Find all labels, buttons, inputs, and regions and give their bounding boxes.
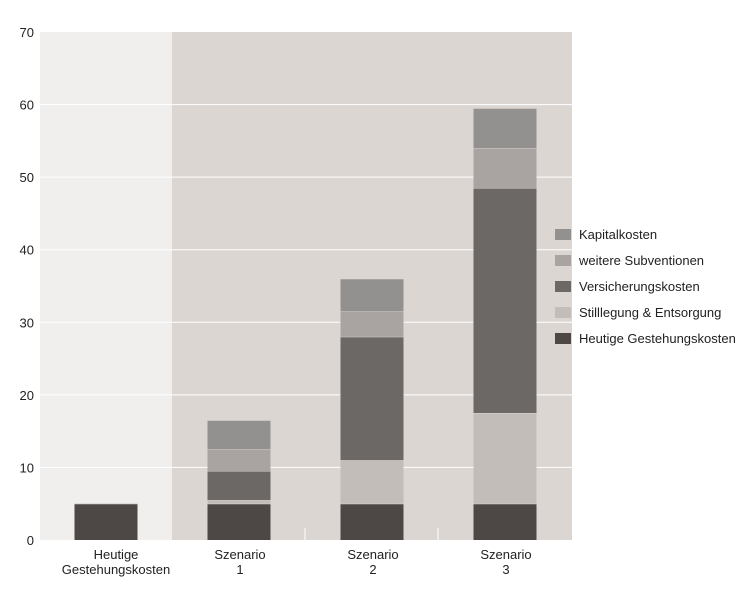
bar-segment <box>74 503 138 540</box>
legend-swatch <box>555 307 571 318</box>
legend-label: Heutige Gestehungskosten <box>579 331 736 346</box>
legend-swatch <box>555 333 571 344</box>
plot-background-left <box>40 32 172 540</box>
legend-label: Kapitalkosten <box>579 227 657 242</box>
bar-segment <box>340 503 404 540</box>
x-category-label: Heutige <box>94 547 139 562</box>
legend-label: weitere Subventionen <box>578 253 704 268</box>
bar-segment <box>473 188 537 413</box>
legend-swatch <box>555 281 571 292</box>
y-tick-label: 60 <box>20 98 34 113</box>
legend-swatch <box>555 229 571 240</box>
legend-label: Stilllegung & Entsorgung <box>579 305 721 320</box>
x-category-label: 1 <box>236 562 243 577</box>
bar-segment <box>207 500 271 504</box>
y-tick-label: 50 <box>20 170 34 185</box>
bar-segment <box>207 420 271 450</box>
bar-segment <box>340 460 404 504</box>
bar-segment <box>340 278 404 312</box>
bar-segment <box>207 449 271 472</box>
legend-swatch <box>555 255 571 266</box>
x-category-label: Szenario <box>347 547 398 562</box>
bar-segment <box>473 148 537 189</box>
bar-segment <box>473 503 537 540</box>
y-tick-label: 30 <box>20 315 34 330</box>
bar-segment <box>473 108 537 149</box>
x-category-label: Szenario <box>480 547 531 562</box>
y-tick-label: 40 <box>20 243 34 258</box>
bar-segment <box>340 336 404 461</box>
x-category-label: Gestehungskosten <box>62 562 170 577</box>
bar-segment <box>207 471 271 501</box>
x-category-label: Szenario <box>214 547 265 562</box>
legend-label: Versicherungskosten <box>579 279 700 294</box>
bar-segment <box>473 413 537 504</box>
y-tick-label: 20 <box>20 388 34 403</box>
y-tick-label: 10 <box>20 460 34 475</box>
bar-segment <box>340 311 404 337</box>
x-category-label: 2 <box>369 562 376 577</box>
x-category-label: 3 <box>502 562 509 577</box>
y-tick-label: 70 <box>20 25 34 40</box>
bar-segment <box>207 503 271 540</box>
y-tick-label: 0 <box>27 533 34 548</box>
